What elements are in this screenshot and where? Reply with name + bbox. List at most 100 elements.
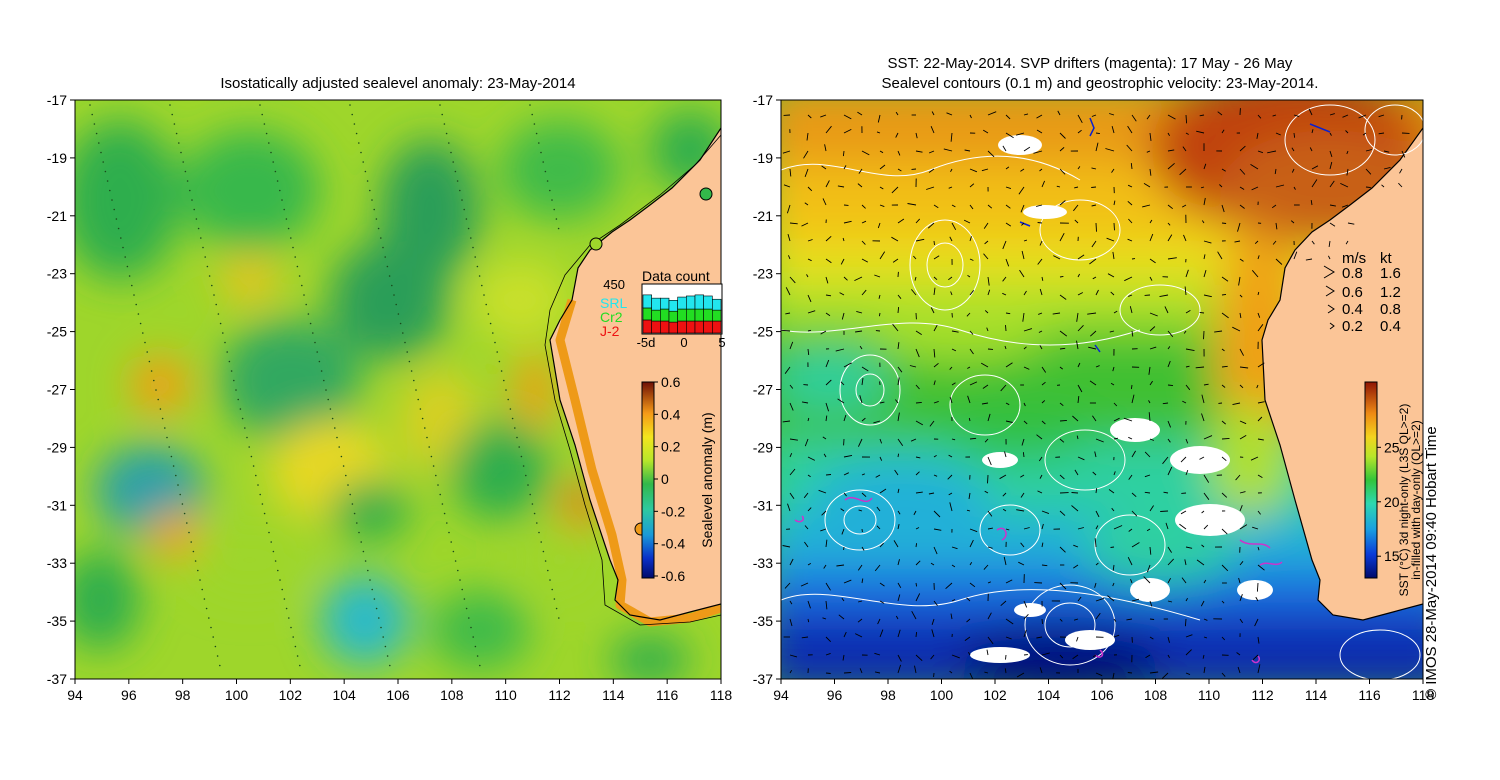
data-count-bar-cr2 [712,309,722,322]
velocity-vector [910,438,917,442]
track-dot [551,199,553,201]
velocity-vector [1203,666,1206,674]
right-ytick-label: -17 [753,92,773,108]
track-dot [104,170,107,173]
track-dot [237,398,239,401]
velocity-vector [1112,366,1115,372]
track-dot [169,104,171,106]
right-ytick-label: -37 [753,671,773,687]
velocity-vector [1005,528,1010,531]
velocity-vector [1328,240,1331,247]
velocity-vector [1141,204,1151,208]
track-dot [184,170,187,173]
track-dot [406,351,409,353]
velocity-vector [1041,276,1044,281]
velocity-vector [1256,132,1259,139]
track-dot [197,569,199,572]
velocity-vector [1020,542,1025,548]
track-dot [153,379,155,382]
velocity-vector [807,348,810,356]
track-dot [312,332,314,334]
velocity-vector [897,582,902,589]
velocity-vector [933,348,936,358]
velocity-vector [915,330,922,335]
left-ytick-label: -23 [47,266,67,282]
velocity-vector [1023,402,1026,407]
velocity-vector [806,132,809,141]
track-dot [456,180,459,182]
velocity-vector [1041,542,1044,548]
track-dot [454,560,457,562]
velocity-vector [1095,365,1100,368]
velocity-vector [1185,546,1193,549]
track-dot [358,142,360,144]
velocity-vector [1185,269,1189,278]
velocity-vector [1002,240,1007,250]
velocity-vector [984,438,989,443]
velocity-vector [982,129,989,134]
velocity-vector [933,474,938,477]
track-dot [288,617,290,619]
velocity-vector [781,329,791,332]
track-dot [338,446,341,448]
velocity-vector [1000,384,1007,392]
track-dot [472,246,474,249]
velocity-vector [1113,471,1116,476]
velocity-vector [1059,232,1065,242]
track-dot [430,455,433,458]
velocity-vector [1179,168,1187,176]
velocity-vector [1167,132,1170,137]
velocity-vector [1181,204,1187,208]
velocity-vector [987,456,992,466]
velocity-legend-kt: 0.4 [1380,318,1401,335]
velocity-vector [1167,162,1175,170]
velocity-vector [1239,294,1243,298]
track-dot [186,180,189,182]
velocity-vector [807,186,813,192]
velocity-vector [1238,276,1241,286]
velocity-vector [843,414,847,422]
track-dot [468,617,470,619]
velocity-vector [1272,114,1277,117]
velocity-vector [857,618,863,623]
track-dot [355,132,358,135]
velocity-vector [841,528,845,535]
velocity-vector [876,506,881,512]
velocity-vector [1185,438,1189,444]
geostrophic-velocity-vectors [781,108,1410,679]
velocity-vector [1077,166,1081,170]
track-dot [272,161,275,163]
velocity-vector [879,401,885,404]
velocity-vector [1020,474,1025,478]
track-dot [285,218,288,220]
velocity-vector [807,563,812,566]
velocity-vector [807,258,812,262]
sla-colorbar-tick-label: -0.6 [661,568,685,584]
velocity-vector [837,398,845,404]
velocity-legend-arrow-0-6 [1325,285,1335,297]
velocity-vector [930,562,935,566]
left-ytick-label: -29 [47,439,67,455]
velocity-vector [825,125,832,134]
track-dot [441,113,444,116]
velocity-legend-ms: 0.6 [1342,284,1363,301]
data-count-bar-j-2 [703,320,713,334]
velocity-vector [1071,505,1079,512]
track-dot [424,427,426,429]
left-xtick-label: 102 [279,687,303,703]
velocity-vector [804,541,809,548]
velocity-vector [1077,292,1084,296]
velocity-vector [825,415,828,422]
velocity-vector [946,112,953,116]
track-dot [318,360,321,363]
track-dot [347,484,349,486]
track-dot [476,655,479,657]
velocity-vector [857,600,863,603]
velocity-vector [951,222,957,231]
track-dot [233,379,235,382]
velocity-vector [1111,168,1115,173]
velocity-vector [983,564,989,570]
track-dot [349,104,351,106]
velocity-vector [984,671,989,674]
track-dot [298,275,301,277]
